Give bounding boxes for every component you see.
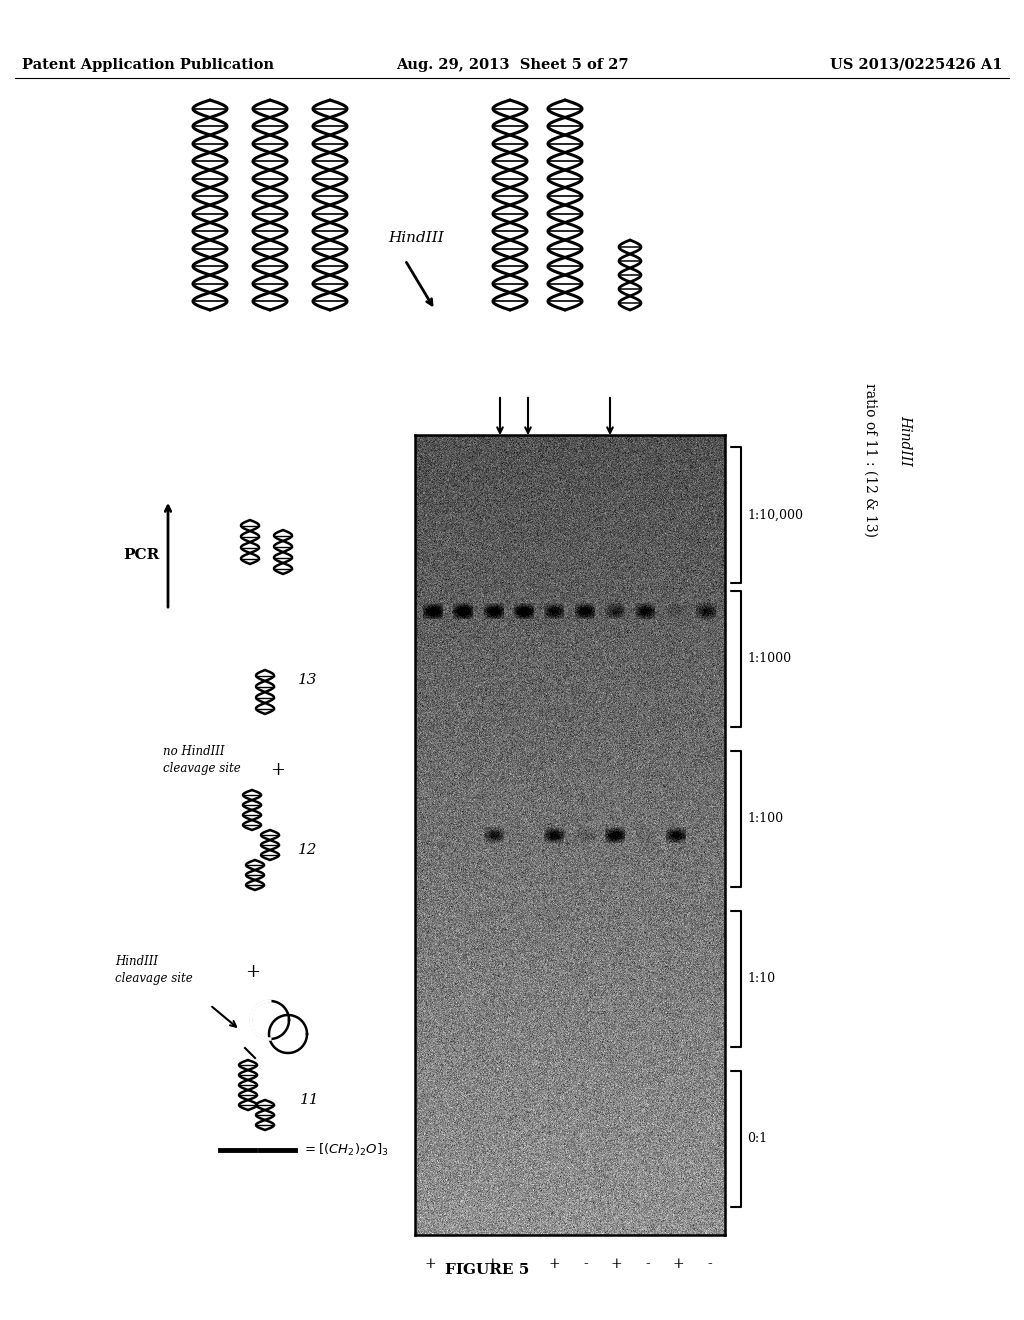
Text: 1:100: 1:100 bbox=[746, 813, 783, 825]
Text: FIGURE 5: FIGURE 5 bbox=[445, 1263, 529, 1276]
Text: 1:10,000: 1:10,000 bbox=[746, 508, 803, 521]
Text: 11: 11 bbox=[300, 1093, 319, 1107]
Text: +: + bbox=[610, 1257, 623, 1271]
Text: Aug. 29, 2013  Sheet 5 of 27: Aug. 29, 2013 Sheet 5 of 27 bbox=[395, 58, 629, 73]
Text: Patent Application Publication: Patent Application Publication bbox=[22, 58, 274, 73]
Text: -: - bbox=[708, 1257, 712, 1271]
Text: HindIII: HindIII bbox=[388, 231, 443, 246]
Text: +: + bbox=[673, 1257, 684, 1271]
Text: -: - bbox=[521, 1257, 526, 1271]
Text: PCR: PCR bbox=[124, 548, 160, 562]
Text: ratio of 11 : (12 & 13): ratio of 11 : (12 & 13) bbox=[863, 383, 877, 537]
Text: +: + bbox=[246, 964, 260, 981]
Text: +: + bbox=[549, 1257, 560, 1271]
Text: 12: 12 bbox=[298, 843, 317, 857]
Text: 0:1: 0:1 bbox=[746, 1133, 767, 1146]
Text: 1:10: 1:10 bbox=[746, 973, 775, 986]
Text: -: - bbox=[459, 1257, 464, 1271]
Text: 1:1000: 1:1000 bbox=[746, 652, 792, 665]
Text: $= [(CH_2)_2O]_3$: $= [(CH_2)_2O]_3$ bbox=[302, 1142, 388, 1158]
Text: -: - bbox=[645, 1257, 650, 1271]
Text: +: + bbox=[270, 762, 286, 779]
Text: +: + bbox=[425, 1257, 436, 1271]
Text: +: + bbox=[486, 1257, 499, 1271]
Text: -: - bbox=[583, 1257, 588, 1271]
Text: 13: 13 bbox=[298, 673, 317, 686]
Text: HindIII
cleavage site: HindIII cleavage site bbox=[115, 954, 193, 985]
Text: no HindIII
cleavage site: no HindIII cleavage site bbox=[163, 744, 241, 775]
Text: US 2013/0225426 A1: US 2013/0225426 A1 bbox=[829, 58, 1002, 73]
Text: HindIII: HindIII bbox=[898, 414, 912, 466]
